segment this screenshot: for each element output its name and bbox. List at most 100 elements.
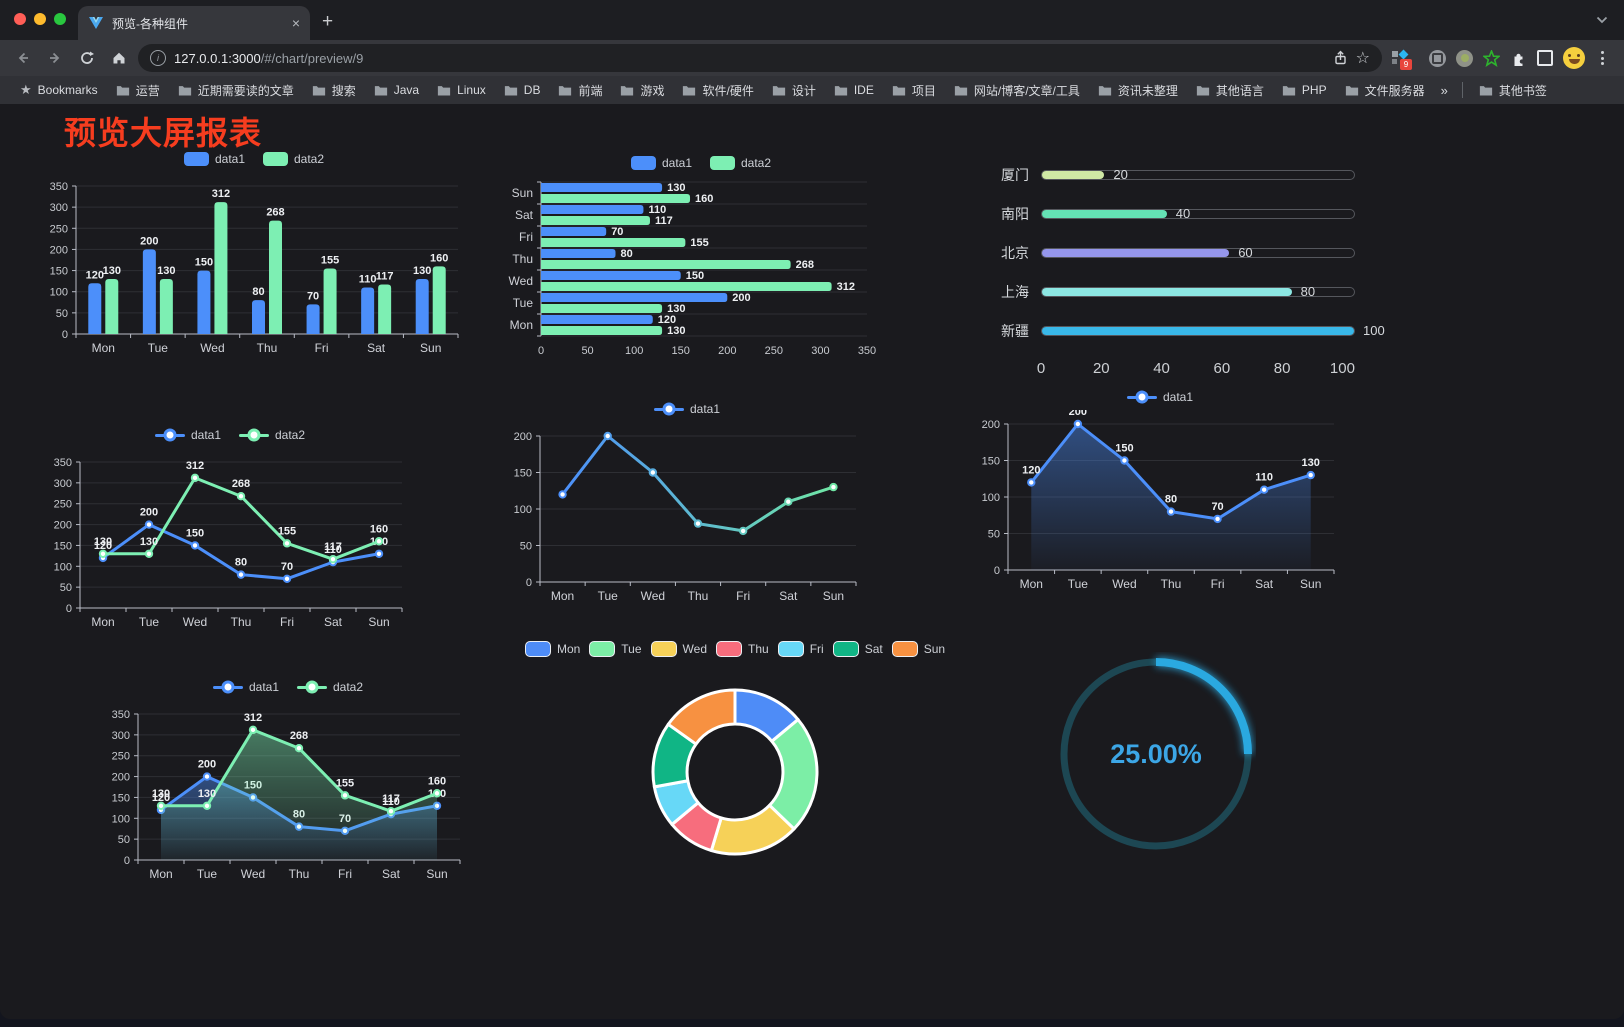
bookmark-folder-12[interactable]: 网站/博客/文章/工具 (946, 79, 1088, 102)
minimize-window-button[interactable] (34, 13, 46, 25)
bookmark-folder-9[interactable]: 设计 (764, 79, 824, 102)
gauge-value-label: 25.00% (1110, 739, 1202, 769)
tab-list-chevron-icon[interactable] (1596, 16, 1608, 24)
legend-item-Thu[interactable]: Thu (716, 641, 769, 657)
svg-text:Thu: Thu (289, 867, 310, 881)
profile-avatar[interactable] (1563, 47, 1585, 69)
svg-text:Tue: Tue (197, 867, 218, 881)
home-button[interactable] (106, 45, 132, 71)
svg-text:Fri: Fri (736, 589, 750, 603)
legend-item-Mon[interactable]: Mon (524, 641, 581, 657)
legend-swatch-icon (589, 641, 616, 657)
svg-text:Sat: Sat (779, 589, 798, 603)
svg-text:300: 300 (112, 730, 130, 742)
svg-text:160: 160 (428, 775, 446, 787)
gray-circle-extension-icon[interactable] (1429, 49, 1446, 67)
bookmark-folder-6[interactable]: 前端 (550, 79, 610, 102)
bookmark-folder-label: 近期需要读的文章 (197, 83, 294, 98)
bookmark-folder-label: Java (393, 83, 420, 97)
bookmarks-overflow-chevron[interactable]: » (1440, 82, 1448, 98)
svg-text:250: 250 (765, 345, 783, 357)
svg-text:Sat: Sat (324, 615, 343, 629)
bookmark-star-icon[interactable]: ☆ (1355, 50, 1370, 67)
site-info-icon[interactable]: i (150, 50, 166, 66)
forward-button[interactable] (42, 45, 68, 71)
browser-menu-icon[interactable] (1595, 51, 1610, 65)
svg-text:200: 200 (198, 759, 216, 771)
page-title: 预览大屏报表 (64, 115, 263, 151)
chart-legend: data1 data2 (505, 154, 897, 172)
side-panel-icon[interactable] (1537, 50, 1553, 66)
bookmark-folder-label: 软件/硬件 (702, 83, 754, 98)
proxy-extension-icon[interactable]: 9 (1392, 49, 1412, 70)
legend-item-Fri[interactable]: Fri (777, 641, 824, 657)
legend-item-data2[interactable]: data2 (297, 680, 363, 694)
svg-text:100: 100 (112, 813, 130, 825)
svg-text:Sun: Sun (420, 341, 441, 355)
svg-text:120: 120 (658, 314, 676, 326)
bookmark-folder-3[interactable]: Java (366, 80, 427, 100)
svg-text:Wed: Wed (1112, 577, 1136, 591)
legend-item-data2[interactable]: data2 (239, 428, 305, 442)
svg-text:130: 130 (413, 265, 431, 277)
bookmark-folder-10[interactable]: IDE (826, 80, 882, 100)
donut-slice-Sun[interactable] (666, 688, 737, 746)
bookmark-folder-0[interactable]: 运营 (108, 79, 168, 102)
svg-text:Fri: Fri (338, 867, 352, 881)
new-tab-button[interactable]: + (322, 11, 334, 32)
legend-label: Mon (556, 642, 581, 656)
svg-text:0: 0 (526, 577, 532, 589)
other-bookmarks-folder[interactable]: 其他书签 (1471, 79, 1555, 102)
bookmarks-divider (1461, 82, 1463, 98)
bookmark-folder-label: 设计 (791, 83, 816, 98)
tab-close-icon[interactable]: × (291, 15, 300, 31)
legend-item-data1[interactable]: data1 (212, 680, 279, 694)
close-window-button[interactable] (14, 13, 26, 25)
progress-label: 上海 (1001, 284, 1029, 300)
legend-item-data1[interactable]: data1 (1126, 390, 1193, 404)
progress-fill (1042, 171, 1105, 179)
legend-item-data1[interactable]: data1 (183, 152, 245, 166)
bookmarks-manager[interactable]: ★ Bookmarks (12, 79, 106, 101)
bookmark-folder-2[interactable]: 搜索 (304, 79, 364, 102)
legend-item-Tue[interactable]: Tue (589, 641, 642, 657)
bookmark-folder-4[interactable]: Linux (429, 80, 494, 100)
legend-item-data2[interactable]: data2 (263, 152, 324, 166)
green-star-extension-icon[interactable] (1483, 49, 1500, 67)
bookmark-folder-1[interactable]: 近期需要读的文章 (170, 79, 302, 102)
two-series-area-chart: data1 data2 0 50 100 150 200 250 300 350 Mon Tue Wed… (104, 678, 472, 889)
progress-fill (1042, 210, 1167, 218)
svg-text:Sat: Sat (1255, 577, 1274, 591)
bookmark-folder-15[interactable]: PHP (1274, 80, 1335, 100)
bookmark-folder-label: IDE (853, 83, 874, 97)
svg-text:50: 50 (118, 834, 130, 846)
extensions-puzzle-icon[interactable] (1510, 50, 1527, 67)
share-icon[interactable] (1333, 50, 1348, 66)
browser-tab[interactable]: 预览-各种组件 × (78, 6, 310, 40)
svg-text:160: 160 (430, 252, 448, 264)
bookmark-folder-8[interactable]: 软件/硬件 (674, 79, 761, 102)
legend-item-Wed[interactable]: Wed (650, 641, 707, 657)
legend-item-data2[interactable]: data2 (710, 156, 771, 170)
bookmark-folder-5[interactable]: DB (496, 80, 549, 100)
svg-text:130: 130 (152, 788, 170, 800)
horizontal-bar-chart: data1 data2 0 50 100 150 200 250 300 350 Sun 130 160… (505, 154, 897, 365)
legend-item-Sun[interactable]: Sun (891, 641, 945, 657)
bookmark-folder-16[interactable]: 文件服务器 (1337, 79, 1433, 102)
bookmark-folder-7[interactable]: 游戏 (612, 79, 672, 102)
progress-row-2: 北京 60 (995, 240, 1355, 266)
progress-row-4: 新疆 100 (995, 318, 1385, 344)
green-dot-extension-icon[interactable] (1456, 49, 1473, 67)
legend-item-Sat[interactable]: Sat (832, 641, 883, 657)
url-bar[interactable]: i 127.0.0.1:3000/#/chart/preview/9 ☆ (138, 44, 1382, 72)
legend-item-data1[interactable]: data1 (653, 402, 720, 416)
bookmark-folder-14[interactable]: 其他语言 (1188, 79, 1272, 102)
back-button[interactable] (10, 45, 36, 71)
bookmark-folder-13[interactable]: 资讯未整理 (1090, 79, 1186, 102)
legend-item-data1[interactable]: data1 (630, 156, 692, 170)
maximize-window-button[interactable] (54, 13, 66, 25)
reload-button[interactable] (74, 45, 100, 71)
chart-legend: data1 data2 (46, 426, 414, 444)
bookmark-folder-11[interactable]: 项目 (884, 79, 944, 102)
legend-item-data1[interactable]: data1 (154, 428, 221, 442)
